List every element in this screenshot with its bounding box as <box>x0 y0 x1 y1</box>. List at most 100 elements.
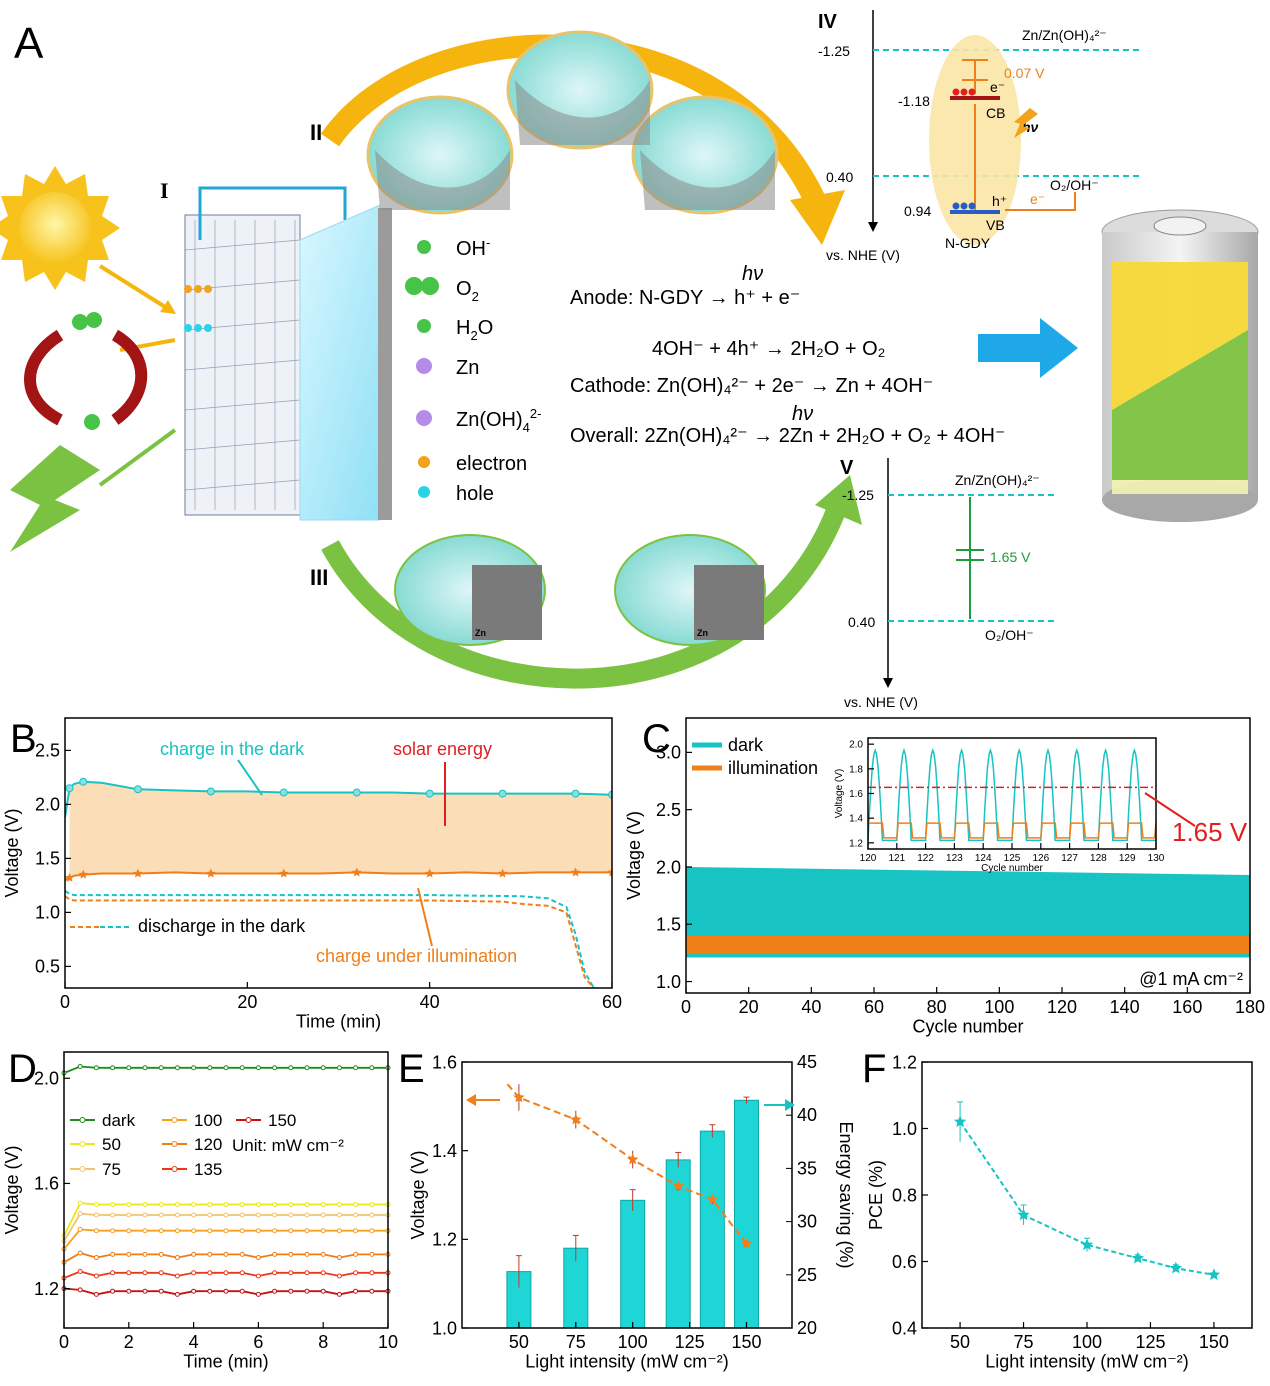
panel-a: A I <box>0 10 1259 710</box>
energy-diagram-v: V -1.25 0.40 Zn/Zn(OH)₄²⁻ O₂/OH⁻ 1.65 V … <box>840 457 1055 710</box>
data-point <box>174 1065 180 1071</box>
arrow-to-battery <box>978 318 1078 378</box>
voltage-point <box>672 1180 684 1191</box>
x-tick-label: 124 <box>975 853 992 864</box>
data-point <box>320 1270 326 1276</box>
energy-bar <box>733 1099 759 1329</box>
y-tick-label: 2.0 <box>35 795 60 815</box>
data-point <box>191 1201 197 1207</box>
y2-tick-label: 30 <box>797 1212 817 1232</box>
o2-icon <box>405 277 423 295</box>
legend-o2: O2 <box>456 278 479 304</box>
x-tick-label: 0 <box>681 997 691 1017</box>
x-tick-label: 121 <box>888 853 905 864</box>
data-point <box>207 1212 213 1218</box>
x-tick-label: 100 <box>1072 1332 1102 1352</box>
molecule-icon <box>72 314 88 330</box>
data-point <box>353 1065 359 1071</box>
iv-axis-arrowhead <box>868 222 878 232</box>
y-tick-label: 1.0 <box>892 1119 917 1139</box>
data-point <box>607 867 612 877</box>
electrode-edge <box>378 208 392 520</box>
data-point <box>174 1255 180 1261</box>
y-tick-label: 1.0 <box>432 1318 457 1338</box>
data-point <box>288 1288 294 1294</box>
legend-label: 75 <box>102 1160 121 1179</box>
pce-point <box>1080 1238 1094 1251</box>
data-point <box>304 1288 310 1294</box>
data-point <box>571 789 580 798</box>
eq-anode2: 4OH⁻ + 4h⁺ → 2H₂O + O₂ <box>652 338 885 360</box>
oh-icon <box>417 240 431 254</box>
iv-hv: hν <box>1022 119 1039 135</box>
y-tick-label: 1.2 <box>34 1279 59 1299</box>
sun-ray-arrow <box>98 264 172 312</box>
tube-surface <box>375 150 510 210</box>
lightning-small-icon <box>1014 108 1038 138</box>
data-point <box>223 1270 229 1276</box>
y-tick-label: 3.0 <box>656 743 681 763</box>
data-point <box>158 1212 164 1218</box>
roman-V: V <box>840 457 854 479</box>
data-point <box>288 1065 294 1071</box>
data-point <box>126 1212 132 1218</box>
data-point <box>174 1273 180 1279</box>
data-point <box>304 1251 310 1257</box>
data-point <box>110 1212 116 1218</box>
data-point <box>239 1201 245 1207</box>
x-tick-label: 125 <box>675 1332 705 1352</box>
y-tick-label: 0.4 <box>892 1318 917 1338</box>
y-tick-label: 1.5 <box>656 915 681 935</box>
data-point <box>77 1200 83 1206</box>
data-point <box>158 1251 164 1257</box>
x-tick-label: 160 <box>1172 997 1202 1017</box>
y-tick-label: 1.8 <box>849 764 863 775</box>
h2o-icon <box>417 319 431 333</box>
cycle-arrow-right <box>111 329 148 425</box>
inset-dark-line <box>867 747 1156 842</box>
data-point <box>272 1251 278 1257</box>
x-tick-label: 129 <box>1119 853 1136 864</box>
data-point <box>353 1212 359 1218</box>
data-point <box>255 1065 261 1071</box>
iv-material: N-GDY <box>945 235 991 251</box>
data-point <box>142 1212 148 1218</box>
x-tick-label: 180 <box>1235 997 1265 1017</box>
legend-label: 100 <box>194 1111 222 1130</box>
x-tick-label: 130 <box>1148 853 1165 864</box>
y-tick-label: 1.5 <box>35 849 60 869</box>
x-tick-label: 122 <box>917 853 934 864</box>
data-point <box>320 1201 326 1207</box>
v-couple-bottom: O₂/OH⁻ <box>985 627 1034 643</box>
arrowhead-green <box>815 475 862 525</box>
x-tick-label: 125 <box>1135 1332 1165 1352</box>
data-point <box>207 1270 213 1276</box>
iv-gap: 0.07 V <box>1004 65 1045 81</box>
electron-dot <box>194 285 202 293</box>
data-point <box>142 1270 148 1276</box>
data-point <box>158 1201 164 1207</box>
y-tick-label: 1.2 <box>892 1052 917 1072</box>
x-axis-label: Light intensity (mW cm⁻²) <box>525 1352 729 1372</box>
data-point <box>336 1291 342 1297</box>
x-tick-label: 100 <box>984 997 1014 1017</box>
data-point <box>77 1211 83 1217</box>
x-tick-label: 50 <box>509 1332 529 1352</box>
data-point <box>255 1201 261 1207</box>
data-point <box>424 868 435 878</box>
data-point <box>110 1065 116 1071</box>
legend-label: dark <box>102 1111 136 1130</box>
v-top-value: -1.25 <box>842 487 874 503</box>
data-point <box>336 1201 342 1207</box>
arrowhead-yellow <box>790 190 845 245</box>
data-point <box>304 1228 310 1234</box>
plot-frame <box>461 1061 793 1329</box>
data-point <box>272 1201 278 1207</box>
data-point <box>239 1270 245 1276</box>
data-point <box>320 1212 326 1218</box>
data-point <box>142 1288 148 1294</box>
x-axis-label: Time (min) <box>296 1012 381 1032</box>
data-point <box>206 868 216 878</box>
hole-dot <box>194 324 202 332</box>
